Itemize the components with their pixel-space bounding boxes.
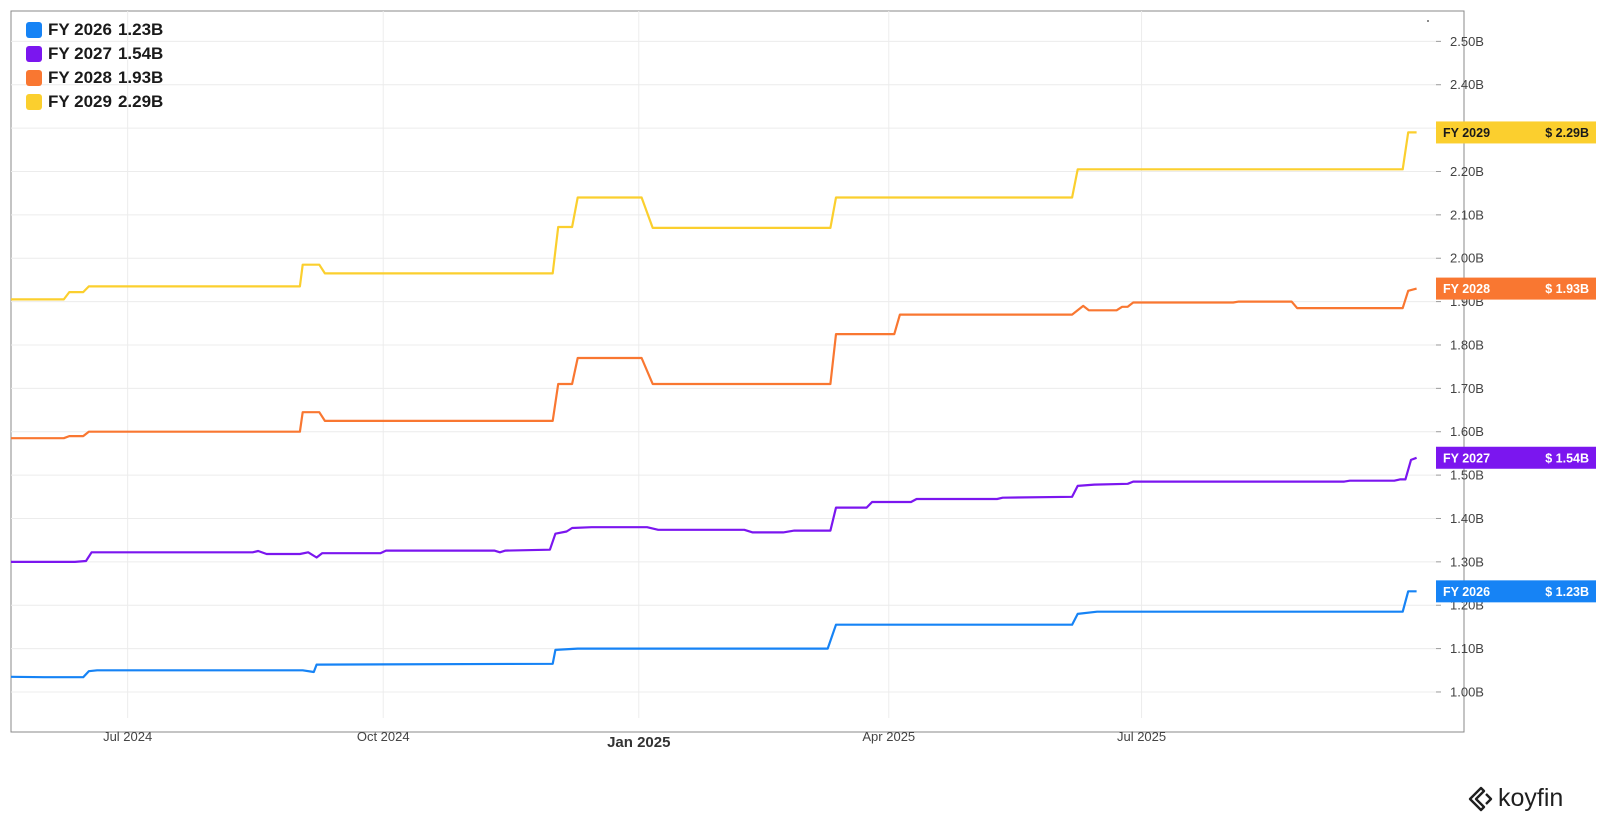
y-tick-label: 1.50B bbox=[1450, 468, 1484, 483]
series-line-fy2026 bbox=[10, 590, 1417, 679]
y-tick-label: 1.40B bbox=[1450, 511, 1484, 526]
value-tag-value: $ 2.29B bbox=[1545, 126, 1589, 140]
legend-swatch bbox=[26, 22, 42, 38]
legend-swatch bbox=[26, 94, 42, 110]
x-tick-label: Oct 2024 bbox=[357, 729, 410, 744]
y-tick-label: 2.20B bbox=[1450, 164, 1484, 179]
x-tick-label: Jul 2024 bbox=[103, 729, 152, 744]
legend-item-fy2029[interactable]: FY 2029 2.29B bbox=[26, 90, 163, 114]
legend-series-value: 2.29B bbox=[117, 92, 164, 111]
y-tick-label: 2.40B bbox=[1450, 77, 1484, 92]
value-tag-name: FY 2028 bbox=[1443, 282, 1490, 296]
value-tags: FY 2029 $ 2.29B FY 2028 $ 1.93B FY 2027 $ 1.5… bbox=[1436, 121, 1596, 603]
y-tick-label: 1.30B bbox=[1450, 554, 1484, 569]
series-line-fy2029 bbox=[11, 131, 1417, 301]
value-tag-background bbox=[1436, 580, 1596, 603]
legend-series-value: 1.93B bbox=[117, 68, 164, 87]
value-tag-background bbox=[1436, 121, 1596, 144]
grid-lines bbox=[11, 11, 1436, 718]
x-tick-label: Jul 2025 bbox=[1117, 729, 1166, 744]
value-tag-value: $ 1.54B bbox=[1545, 451, 1589, 465]
legend: FY 2026 1.23B FY 2027 1.54B FY 2028 1.93… bbox=[26, 18, 163, 114]
value-tag-value: $ 1.23B bbox=[1545, 585, 1589, 599]
y-tick-label: 1.60B bbox=[1450, 424, 1484, 439]
series-line-fy2027 bbox=[11, 456, 1417, 563]
y-tick-label: 1.70B bbox=[1450, 381, 1484, 396]
koyfin-logo-icon bbox=[1468, 786, 1493, 811]
x-tick-label: Apr 2025 bbox=[862, 729, 915, 744]
value-tag-name: FY 2029 bbox=[1443, 126, 1490, 140]
value-tag-background bbox=[1436, 446, 1596, 469]
legend-series-name: FY 2027 bbox=[48, 44, 112, 63]
y-tick-label: 1.00B bbox=[1450, 684, 1484, 699]
y-tick-label: 2.10B bbox=[1450, 207, 1484, 222]
brand-logo[interactable]: koyfin bbox=[1468, 784, 1563, 813]
value-tag-fy2028: FY 2028 $ 1.93B bbox=[1436, 277, 1596, 300]
x-tick-label: Jan 2025 bbox=[607, 734, 670, 751]
legend-swatch bbox=[26, 70, 42, 86]
brand-name: koyfin bbox=[1498, 784, 1564, 812]
series-lines bbox=[10, 131, 1417, 679]
series-line-fy2028 bbox=[11, 287, 1417, 440]
y-axis: 1.00B1.10B1.20B1.30B1.40B1.50B1.60B1.70B… bbox=[1427, 20, 1484, 699]
y-tick-label: 1.80B bbox=[1450, 337, 1484, 352]
value-tag-value: $ 1.93B bbox=[1545, 282, 1589, 296]
legend-series-name: FY 2029 bbox=[48, 92, 112, 111]
value-tag-name: FY 2027 bbox=[1443, 451, 1490, 465]
legend-swatch bbox=[26, 46, 42, 62]
legend-item-fy2027[interactable]: FY 2027 1.54B bbox=[26, 42, 163, 66]
y-tick-label: 2.50B bbox=[1450, 34, 1484, 49]
legend-series-name: FY 2028 bbox=[48, 68, 112, 87]
value-tag-fy2026: FY 2026 $ 1.23B bbox=[1436, 580, 1596, 603]
y-tick-label: 1.10B bbox=[1450, 641, 1484, 656]
value-tag-background bbox=[1436, 277, 1596, 300]
corner-dot bbox=[1427, 20, 1429, 22]
legend-series-value: 1.54B bbox=[117, 44, 164, 63]
legend-item-fy2026[interactable]: FY 2026 1.23B bbox=[26, 18, 163, 42]
plot-frame bbox=[10, 10, 1465, 733]
value-tag-fy2027: FY 2027 $ 1.54B bbox=[1436, 446, 1596, 469]
value-tag-name: FY 2026 bbox=[1443, 585, 1490, 599]
value-tag-fy2029: FY 2029 $ 2.29B bbox=[1436, 121, 1596, 144]
x-axis: Jul 2024 Oct 2024 Jan 2025 Apr 2025 Jul 2025 bbox=[103, 729, 1166, 751]
legend-item-fy2028[interactable]: FY 2028 1.93B bbox=[26, 66, 163, 90]
legend-series-value: 1.23B bbox=[117, 20, 164, 39]
legend-series-name: FY 2026 bbox=[48, 20, 112, 39]
y-tick-label: 2.00B bbox=[1450, 251, 1484, 266]
